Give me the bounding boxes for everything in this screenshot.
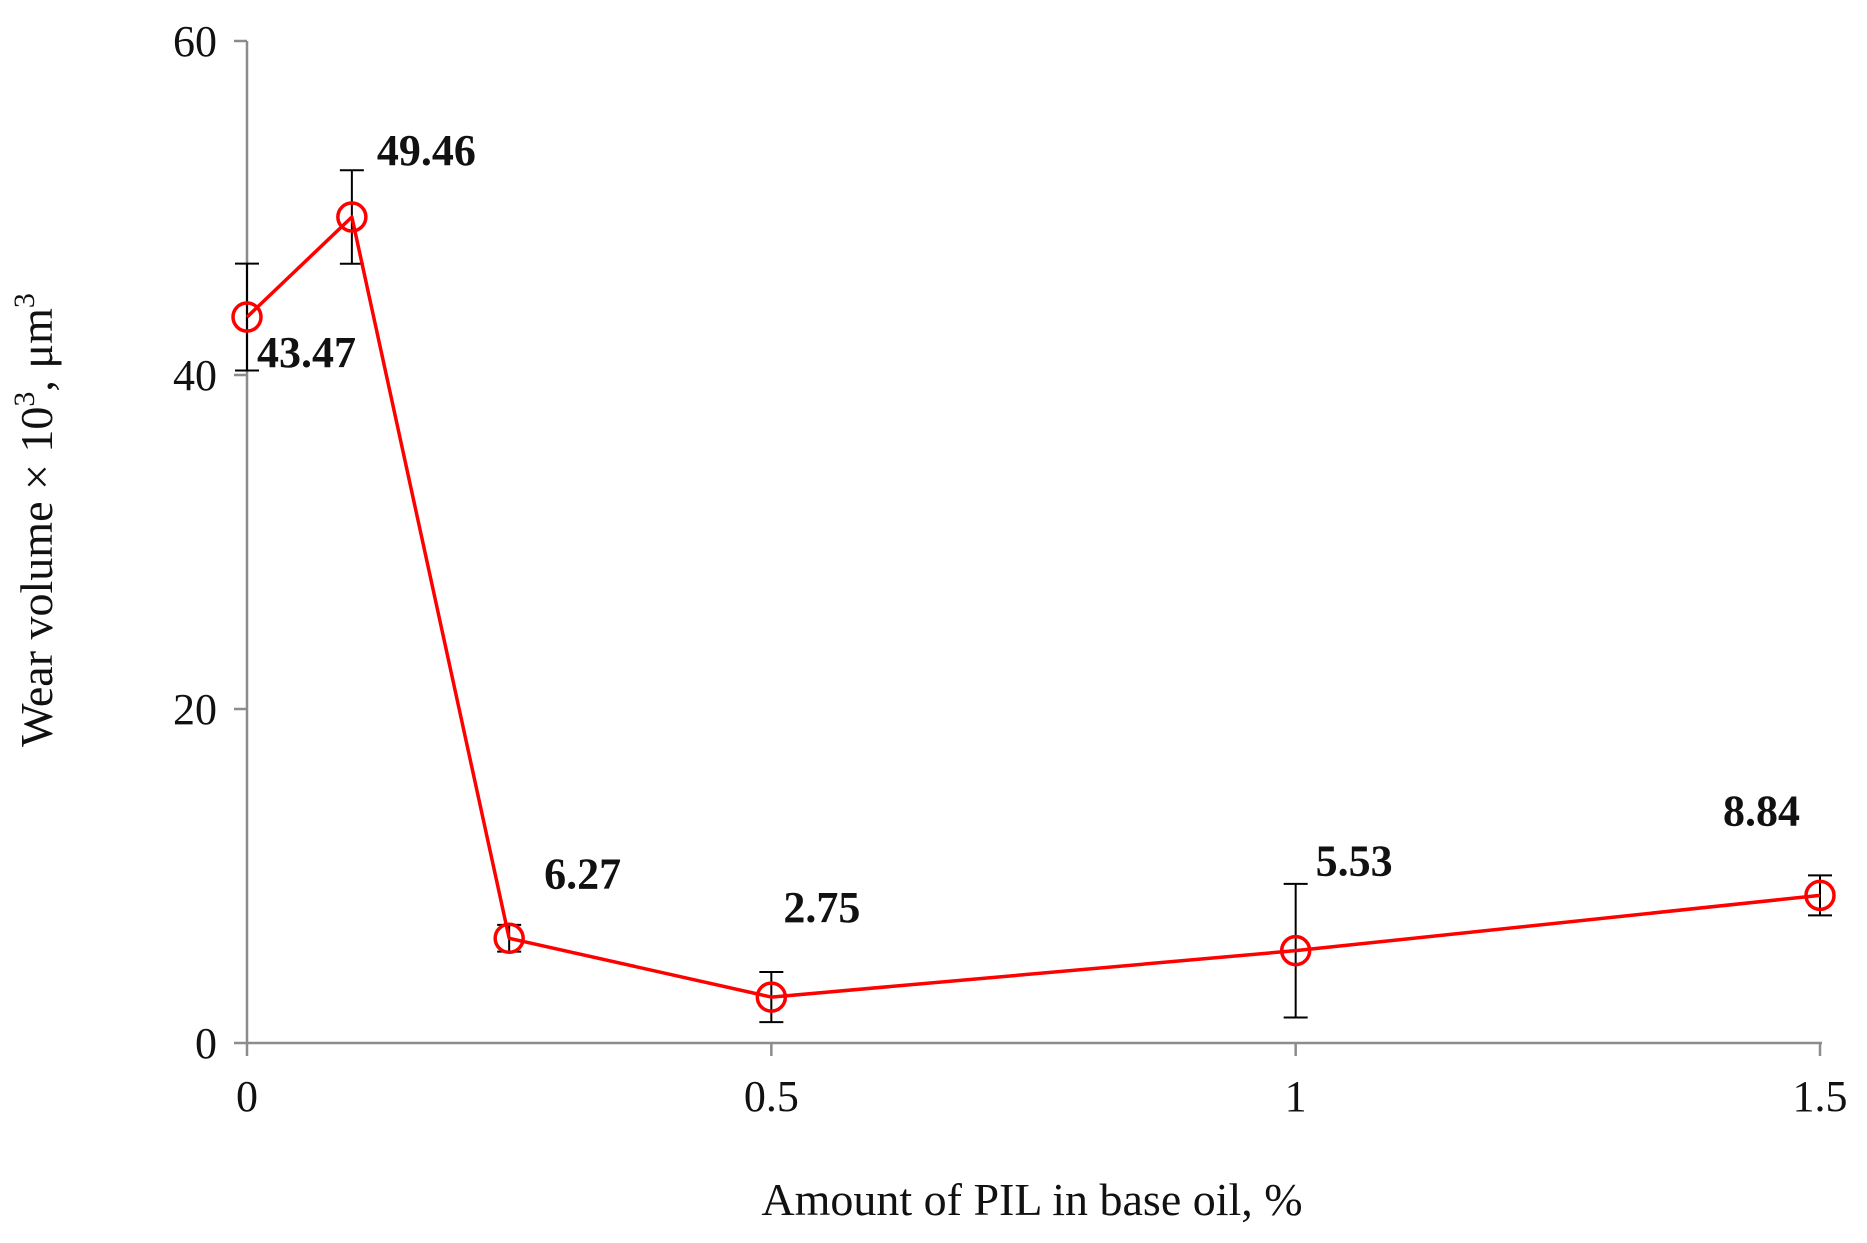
y-axis-title: Wear volume × 103, μm3 xyxy=(8,293,62,747)
y-tick-label: 60 xyxy=(173,17,217,66)
data-labels: 43.47 49.46 6.27 2.75 5.53 8.84 xyxy=(257,126,1800,932)
data-label: 49.46 xyxy=(377,126,476,175)
data-label: 6.27 xyxy=(544,849,621,898)
data-point-marker xyxy=(493,922,525,955)
y-axis-title-prefix: Wear volume × 10 xyxy=(11,407,62,747)
x-tick-label: 1 xyxy=(1285,1072,1307,1121)
x-axis-title: Amount of PIL in base oil, % xyxy=(761,1174,1302,1225)
series-line xyxy=(245,215,1821,999)
data-label: 43.47 xyxy=(257,328,356,377)
series-line-group xyxy=(245,215,1821,999)
y-axis-title-exponent-1: 3 xyxy=(8,392,41,407)
x-tick-label: 1.5 xyxy=(1793,1072,1848,1121)
y-tick-label: 20 xyxy=(173,685,217,734)
data-point-marker xyxy=(755,981,788,1013)
data-point-marker xyxy=(1804,879,1836,912)
x-tick-label: 0.5 xyxy=(744,1072,799,1121)
data-label: 2.75 xyxy=(783,883,860,932)
y-axis-title-middle: , μm xyxy=(11,308,62,392)
ticks: 0 20 40 60 0 0.5 1 1.5 xyxy=(173,17,1848,1121)
y-tick-label: 0 xyxy=(195,1019,217,1068)
data-point-marker xyxy=(1279,934,1312,967)
data-point-marker xyxy=(336,201,368,233)
data-point-marker xyxy=(231,301,263,333)
data-label: 8.84 xyxy=(1723,786,1800,835)
error-bars xyxy=(235,169,1832,1024)
axes xyxy=(245,41,1822,1045)
data-label: 5.53 xyxy=(1316,837,1393,886)
x-tick-label: 0 xyxy=(236,1072,258,1121)
y-tick-label: 40 xyxy=(173,351,217,400)
markers xyxy=(231,201,1836,1013)
y-axis-title-exponent-2: 3 xyxy=(8,293,41,308)
